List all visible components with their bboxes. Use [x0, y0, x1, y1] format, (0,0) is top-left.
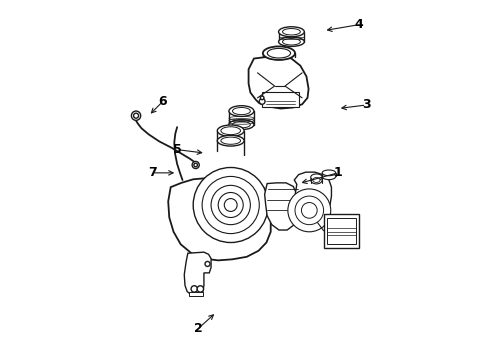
Ellipse shape: [232, 108, 250, 114]
Ellipse shape: [268, 48, 291, 58]
Circle shape: [288, 189, 331, 232]
Circle shape: [260, 96, 264, 100]
Circle shape: [191, 286, 197, 292]
Polygon shape: [265, 183, 298, 230]
Bar: [323, 214, 359, 248]
Ellipse shape: [279, 37, 304, 46]
Bar: [189, 292, 203, 296]
Ellipse shape: [218, 125, 244, 136]
Ellipse shape: [313, 177, 320, 183]
Text: 5: 5: [173, 143, 181, 156]
Ellipse shape: [229, 106, 254, 116]
Circle shape: [295, 196, 323, 225]
Ellipse shape: [279, 27, 304, 37]
Circle shape: [211, 185, 250, 225]
Polygon shape: [184, 252, 211, 296]
Text: 3: 3: [362, 99, 371, 112]
Circle shape: [194, 163, 197, 167]
Text: 1: 1: [334, 166, 342, 179]
Circle shape: [192, 161, 199, 168]
Circle shape: [197, 286, 203, 292]
Ellipse shape: [283, 28, 300, 35]
Bar: [327, 217, 356, 244]
Circle shape: [224, 199, 237, 211]
Text: 4: 4: [355, 18, 364, 31]
Ellipse shape: [283, 39, 300, 45]
Polygon shape: [294, 172, 331, 225]
Bar: [262, 93, 299, 107]
Circle shape: [259, 99, 265, 104]
Ellipse shape: [322, 173, 336, 180]
Circle shape: [202, 176, 259, 234]
Polygon shape: [248, 56, 309, 109]
Ellipse shape: [263, 46, 295, 60]
Text: 7: 7: [148, 166, 156, 179]
Ellipse shape: [311, 176, 322, 184]
Circle shape: [131, 111, 141, 120]
Ellipse shape: [218, 135, 244, 146]
Ellipse shape: [229, 120, 254, 130]
Ellipse shape: [221, 137, 241, 144]
Circle shape: [205, 261, 210, 266]
Circle shape: [193, 167, 268, 243]
Text: 6: 6: [159, 95, 167, 108]
Ellipse shape: [221, 127, 241, 135]
Ellipse shape: [232, 121, 250, 128]
Circle shape: [218, 193, 243, 217]
Polygon shape: [168, 178, 270, 260]
Text: 2: 2: [194, 322, 203, 335]
Circle shape: [301, 203, 317, 218]
Ellipse shape: [311, 174, 322, 180]
Ellipse shape: [322, 170, 336, 176]
Circle shape: [134, 113, 139, 118]
